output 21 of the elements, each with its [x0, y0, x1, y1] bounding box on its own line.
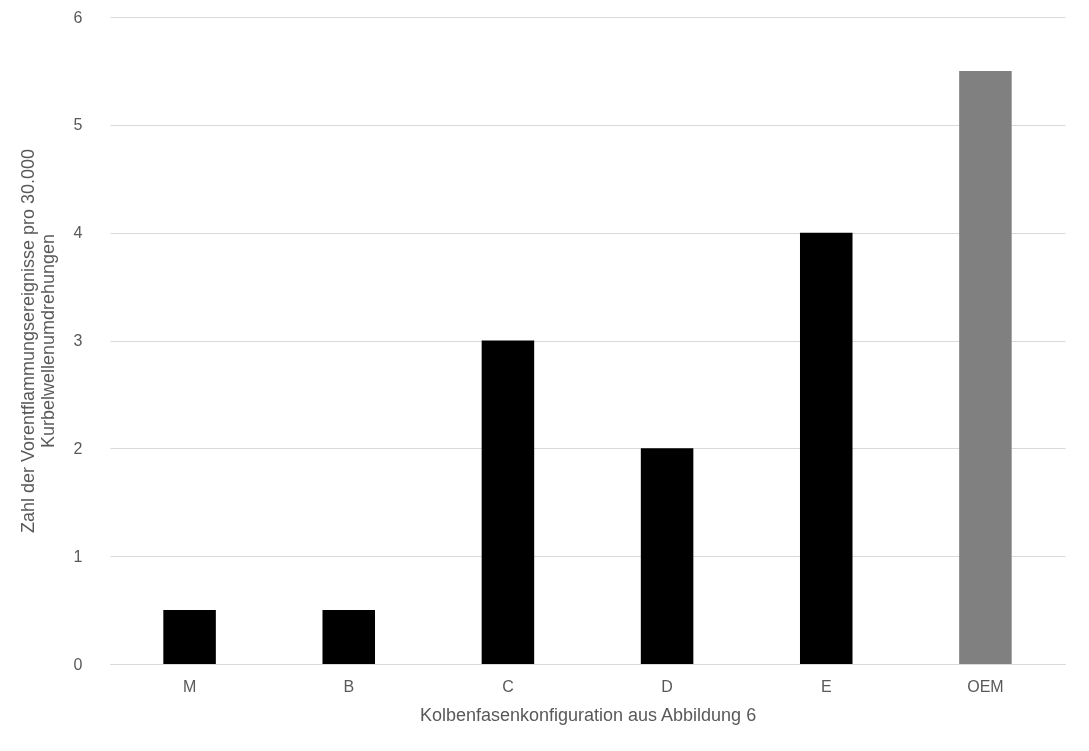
y-axis-title: Zahl der Vorentflammungsereignisse pro 30.000 Kurbelwellenumdrehungen: [17, 148, 58, 534]
y-tick-label: 4: [73, 224, 83, 242]
x-tick-label: M: [182, 677, 197, 695]
y-tick-label: 5: [73, 116, 83, 134]
y-tick-label: 1: [73, 547, 83, 565]
bar: [799, 232, 853, 664]
bar: [959, 70, 1012, 664]
bar: [322, 610, 376, 664]
bar: [640, 448, 694, 664]
x-tick-label: C: [502, 677, 514, 695]
x-tick-label: OEM: [967, 677, 1004, 695]
bar: [163, 610, 216, 664]
y-tick-label: 2: [73, 439, 83, 457]
x-axis-title: Kolbenfasenkonfiguration aus Abbildung 6: [419, 704, 757, 725]
y-tick-label: 6: [73, 8, 83, 26]
x-tick-label: B: [343, 677, 355, 695]
y-tick-label: 0: [73, 655, 83, 673]
x-tick-label: E: [820, 677, 832, 695]
y-tick-label: 3: [73, 332, 83, 349]
bar: [481, 340, 535, 664]
x-tick-label: D: [661, 677, 673, 695]
